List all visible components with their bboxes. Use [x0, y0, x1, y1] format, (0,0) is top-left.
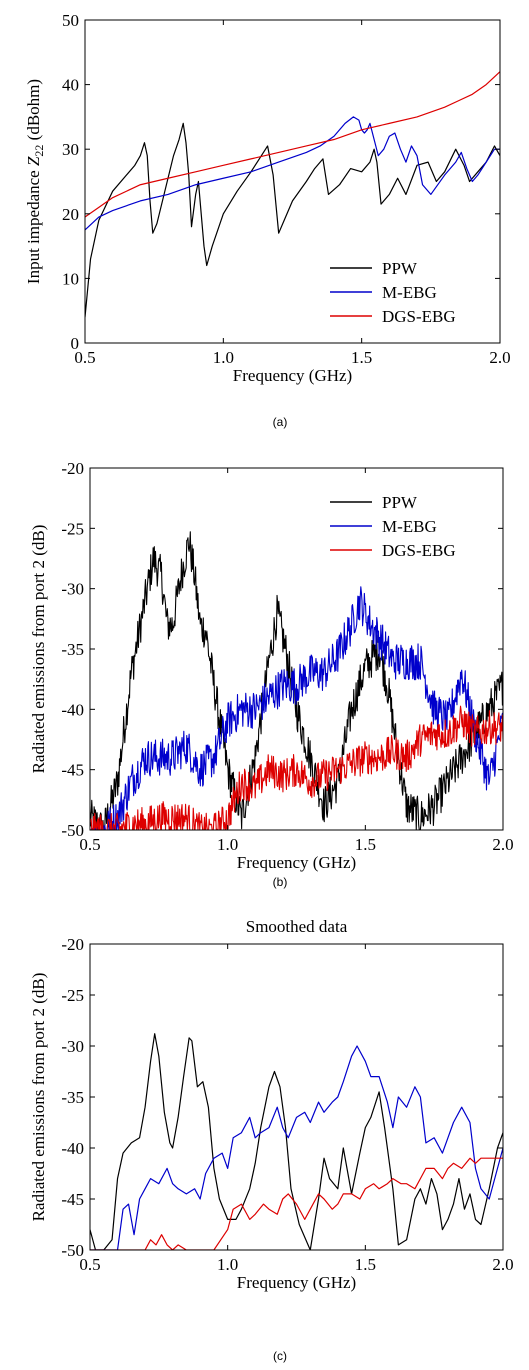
x-tick-label: 1.0	[217, 835, 238, 854]
y-tick-label: -50	[61, 1241, 84, 1260]
y-tick-label: -20	[61, 935, 84, 954]
y-tick-label: -35	[61, 1088, 84, 1107]
legend-label-dgs-ebg: DGS-EBG	[382, 307, 456, 326]
legend-label-m-ebg: M-EBG	[382, 517, 437, 536]
y-axis-label: Input impedance Z22 (dBohm)	[24, 79, 46, 284]
y-tick-label: -40	[61, 700, 84, 719]
y-tick-label: -35	[61, 640, 84, 659]
y-tick-label: -45	[61, 761, 84, 780]
x-axis-label: Frequency (GHz)	[233, 366, 352, 385]
y-tick-label: -25	[61, 986, 84, 1005]
chart-panel-b: 0.5 1.0 1.5 2.0 -50 -45 -40 -35 -30 -25 -20 Frequen…	[29, 459, 514, 889]
x-tick-label: 2.0	[489, 348, 510, 367]
x-tick-label: 1.5	[355, 1255, 376, 1274]
y-axis-label: Radiated emissions from port 2 (dB)	[29, 525, 48, 774]
series-line-ppw	[85, 122, 500, 318]
y-tick-label: 20	[62, 205, 79, 224]
x-tick-label: 1.5	[351, 348, 372, 367]
panel-caption: (c)	[273, 1349, 287, 1363]
y-tick-label: -25	[61, 519, 84, 538]
y-tick-label: -30	[61, 580, 84, 599]
x-axis-label: Frequency (GHz)	[237, 1273, 356, 1292]
x-tick-label: 1.5	[355, 835, 376, 854]
y-tick-label: -50	[61, 821, 84, 840]
plot-frame	[84, 19, 501, 344]
y-tick-label: 40	[62, 76, 79, 95]
y-tick-label: 10	[62, 269, 79, 288]
y-tick-label: 30	[62, 140, 79, 159]
y-tick-label: -45	[61, 1190, 84, 1209]
x-tick-label: 0.5	[74, 348, 95, 367]
x-tick-label: 1.0	[213, 348, 234, 367]
x-tick-label: 2.0	[492, 1255, 513, 1274]
chart-title: Smoothed data	[246, 917, 348, 936]
series-line-m-ebg	[90, 586, 503, 830]
legend-label-ppw: PPW	[382, 493, 418, 512]
series-line-dgs-ebg	[90, 705, 503, 830]
series-line-m-ebg	[85, 116, 500, 231]
y-tick-label: -20	[61, 459, 84, 478]
x-tick-label: 1.0	[217, 1255, 238, 1274]
legend-label-ppw: PPW	[382, 259, 418, 278]
y-tick-label: 50	[62, 11, 79, 30]
legend-label-dgs-ebg: DGS-EBG	[382, 541, 456, 560]
y-tick-label: -40	[61, 1139, 84, 1158]
y-axis-label: Radiated emissions from port 2 (dB)	[29, 973, 48, 1222]
series-line-ppw	[90, 531, 503, 830]
x-tick-label: 0.5	[79, 1255, 100, 1274]
chart-panel-c: 0.5 1.0 1.5 2.0 -50 -45 -40 -35 -30 -25 -20 Frequen…	[29, 917, 514, 1363]
panel-caption: (b)	[273, 875, 288, 889]
series-line-m-ebg	[90, 1045, 503, 1250]
series-line-ppw	[90, 1033, 503, 1250]
series-line-dgs-ebg	[90, 1157, 503, 1250]
x-tick-label: 0.5	[79, 835, 100, 854]
panel-caption: (a)	[273, 415, 288, 429]
legend-label-m-ebg: M-EBG	[382, 283, 437, 302]
chart-panel-a: 0.5 1.0 1.5 2.0 0 10 20 30 40 50 Frequency (GHz) In…	[24, 11, 511, 429]
y-tick-label: 0	[71, 334, 80, 353]
x-tick-label: 2.0	[492, 835, 513, 854]
x-axis-label: Frequency (GHz)	[237, 853, 356, 872]
series-line-dgs-ebg	[85, 71, 500, 218]
y-tick-label: -30	[61, 1037, 84, 1056]
